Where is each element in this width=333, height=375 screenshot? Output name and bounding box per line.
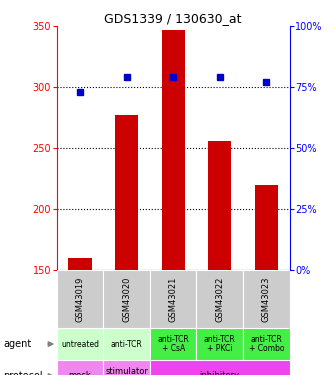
Text: anti-TCR
+ Combo: anti-TCR + Combo (249, 335, 284, 353)
Text: mock: mock (69, 371, 91, 375)
Title: GDS1339 / 130630_at: GDS1339 / 130630_at (105, 12, 242, 25)
Text: GSM43023: GSM43023 (262, 276, 271, 322)
Bar (150, 360, 290, 375)
Bar (68, 258, 92, 270)
Text: untreated: untreated (61, 340, 99, 349)
Bar (243, 328, 290, 360)
Text: anti-TCR: anti-TCR (111, 340, 143, 349)
Text: anti-TCR
+ PKCi: anti-TCR + PKCi (204, 335, 236, 353)
Bar (103, 270, 150, 328)
Bar (103, 328, 150, 360)
Bar (196, 270, 243, 328)
Bar (150, 270, 196, 328)
Text: GSM43019: GSM43019 (75, 276, 85, 322)
Text: agent: agent (3, 339, 32, 349)
Text: GSM43021: GSM43021 (168, 276, 178, 322)
Bar (243, 270, 290, 328)
Bar (57, 328, 103, 360)
Bar (208, 141, 231, 270)
Bar (57, 360, 103, 375)
Text: GSM43020: GSM43020 (122, 276, 131, 322)
Text: stimulator
y: stimulator y (105, 367, 148, 375)
Bar (57, 270, 103, 328)
Text: inhibitory: inhibitory (200, 371, 240, 375)
Bar (103, 360, 150, 375)
Text: GSM43022: GSM43022 (215, 276, 224, 322)
Bar (196, 328, 243, 360)
Bar (115, 115, 138, 270)
Text: protocol: protocol (3, 371, 43, 375)
Bar (162, 30, 185, 270)
Bar (150, 328, 196, 360)
Bar (255, 185, 278, 270)
Text: anti-TCR
+ CsA: anti-TCR + CsA (157, 335, 189, 353)
